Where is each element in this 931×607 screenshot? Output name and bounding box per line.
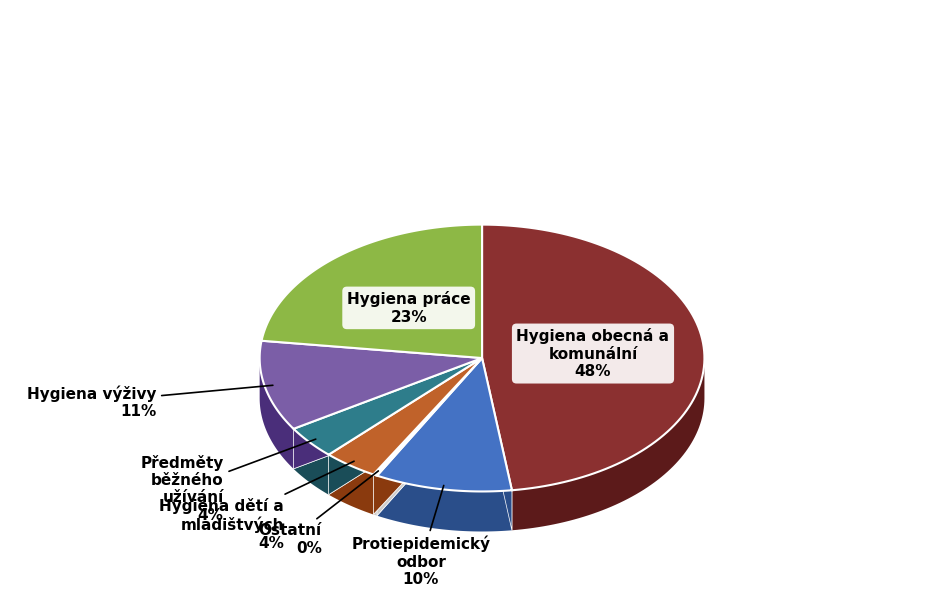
Polygon shape [329,358,482,495]
Polygon shape [373,358,482,476]
Polygon shape [377,358,482,516]
Polygon shape [377,358,512,492]
Polygon shape [512,359,705,531]
Text: Hygiena obecná a
komunální
48%: Hygiena obecná a komunální 48% [517,328,669,379]
Text: Ostatní
0%: Ostatní 0% [259,471,378,555]
Polygon shape [293,358,482,469]
Polygon shape [260,341,482,429]
Polygon shape [377,476,512,532]
Polygon shape [293,429,329,495]
Text: Protiepidemický
odbor
10%: Protiepidemický odbor 10% [351,486,491,587]
Polygon shape [329,358,482,475]
Polygon shape [260,358,293,469]
Polygon shape [373,358,482,515]
Text: Předměty
běžného
užívání
4%: Předměty běžného užívání 4% [141,439,316,523]
Polygon shape [482,225,705,490]
Text: Hygiena výživy
11%: Hygiena výživy 11% [27,385,273,419]
Polygon shape [293,358,482,469]
Polygon shape [329,358,482,495]
Text: Hygiena práce
23%: Hygiena práce 23% [347,291,470,325]
Text: Hygiena dětí a
mladištvých
4%: Hygiena dětí a mladištvých 4% [159,461,354,551]
Polygon shape [482,358,512,531]
Polygon shape [377,358,482,516]
Polygon shape [482,358,512,531]
Polygon shape [373,475,377,516]
Polygon shape [329,455,373,515]
Polygon shape [262,225,482,358]
Polygon shape [373,358,482,515]
Polygon shape [293,358,482,455]
